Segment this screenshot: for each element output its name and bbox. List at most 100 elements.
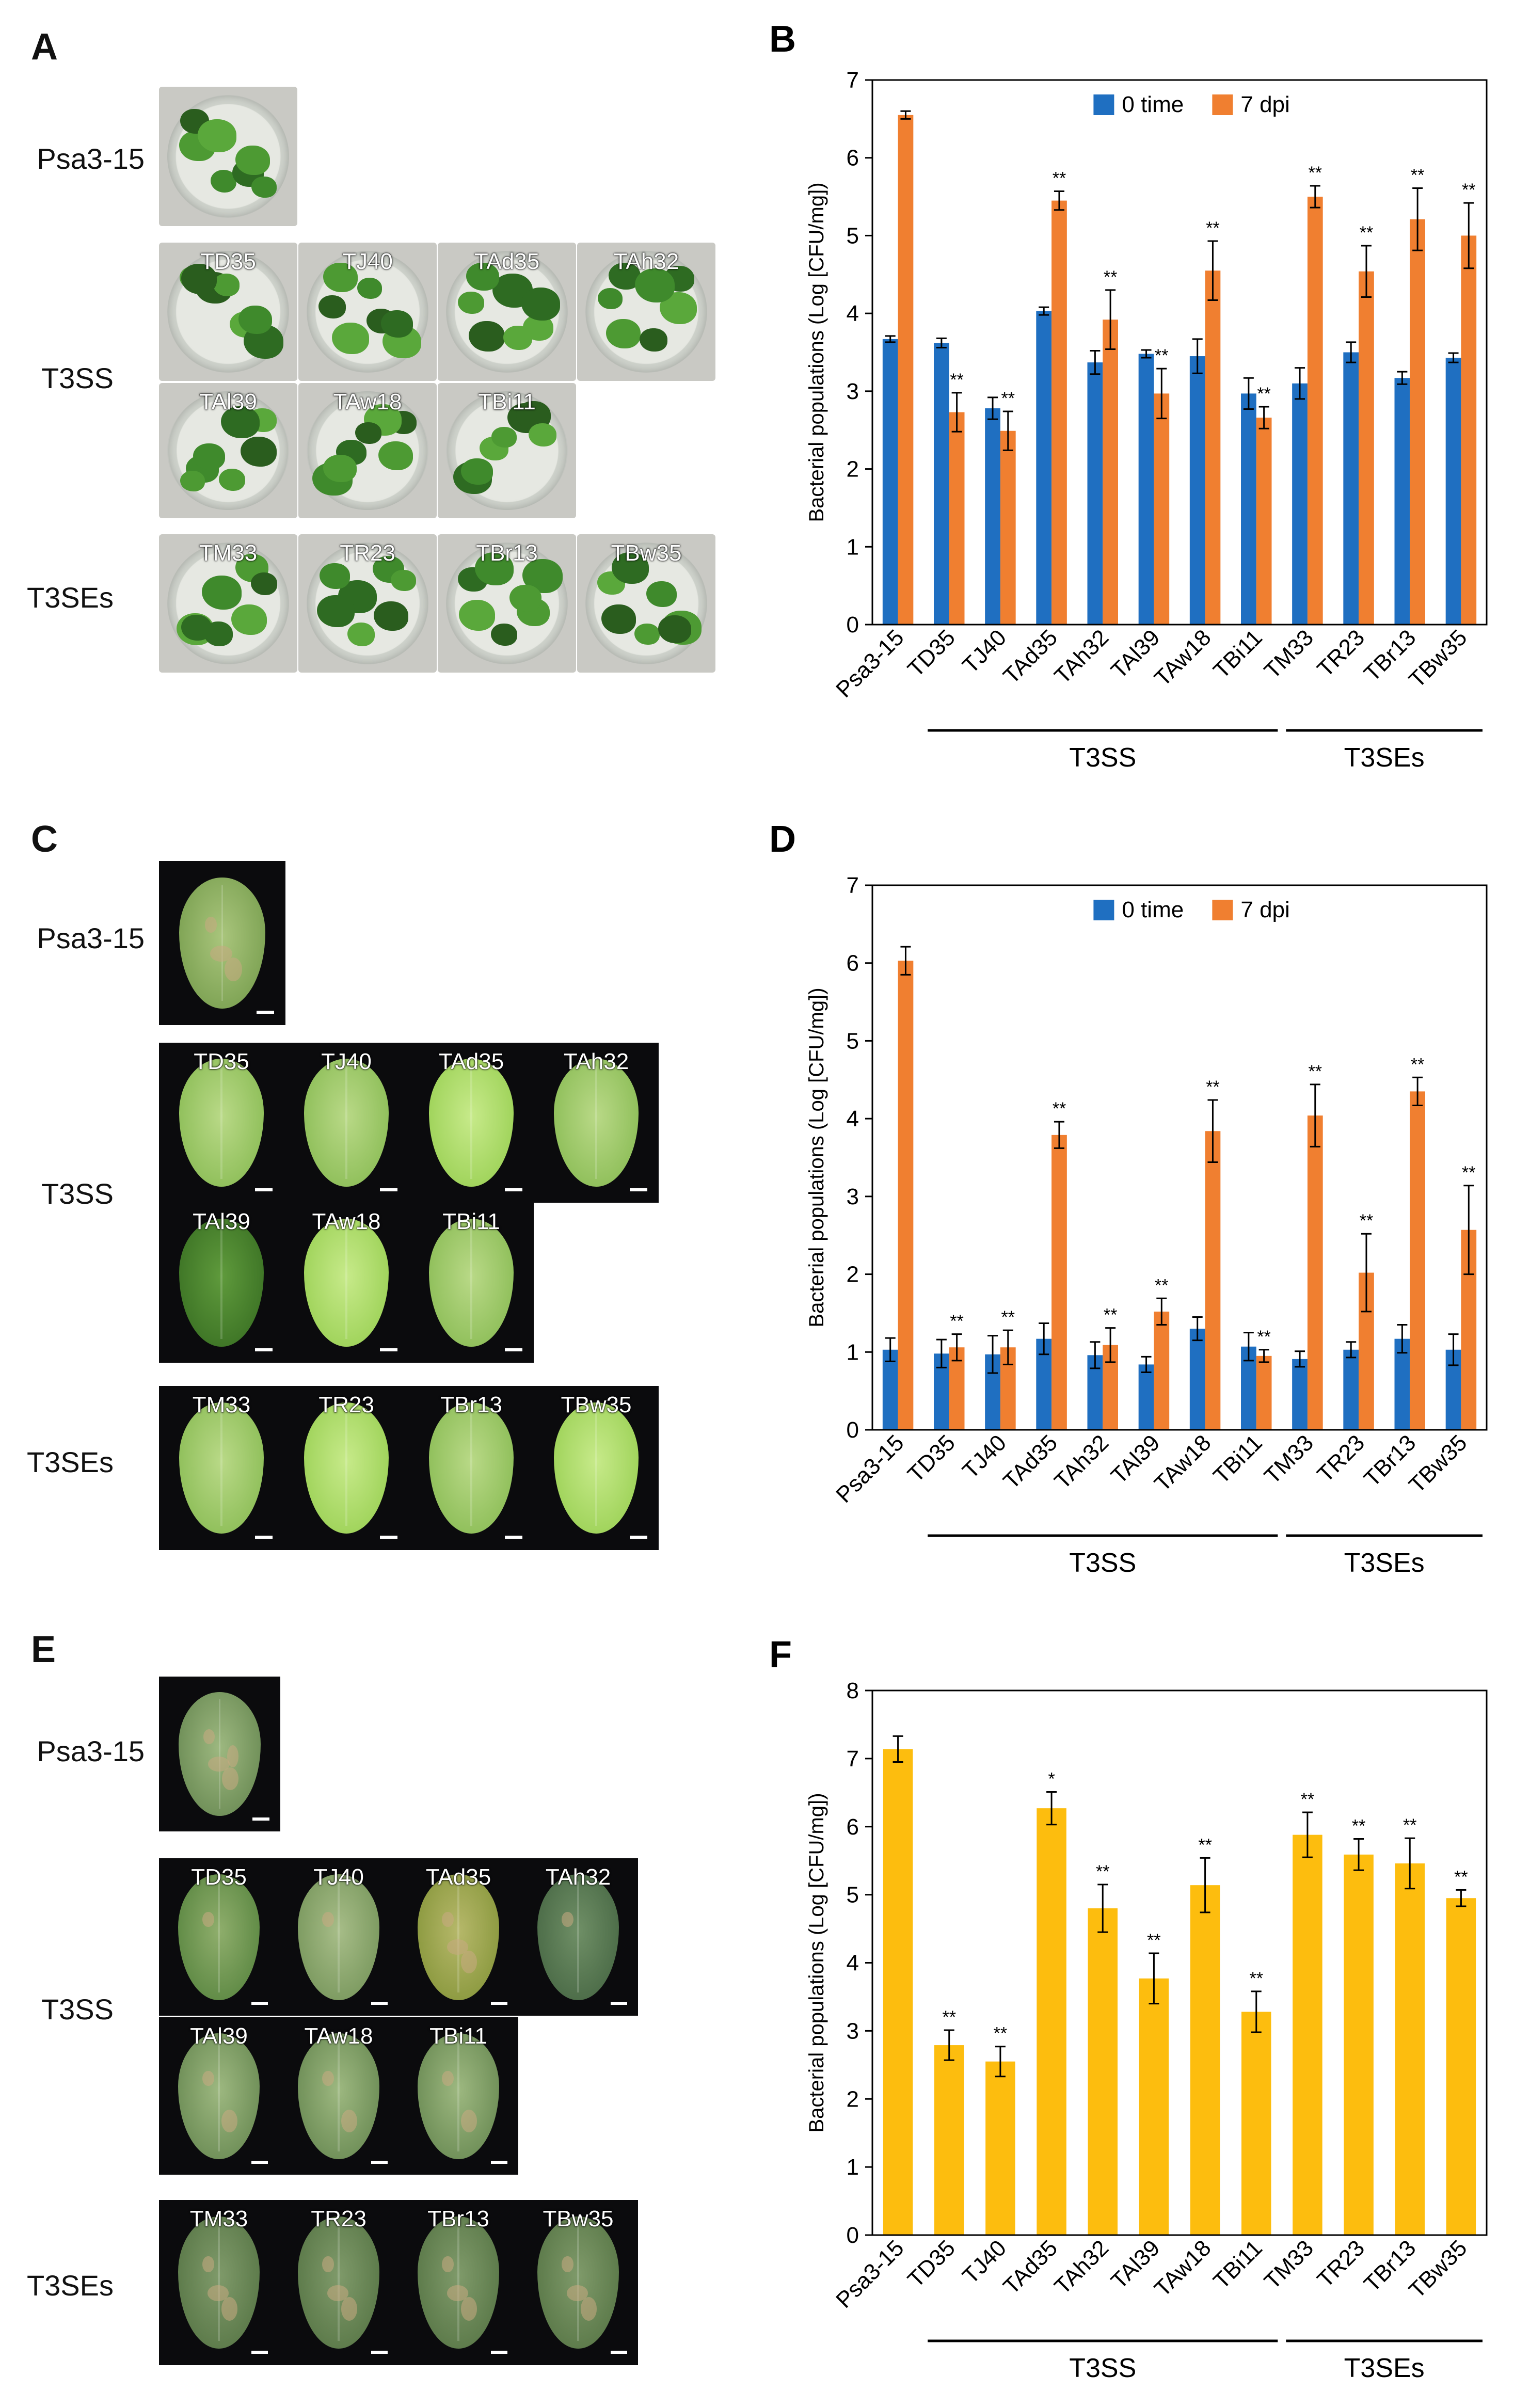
scale-bar bbox=[256, 1010, 274, 1014]
y-tick-label: 5 bbox=[847, 1028, 859, 1054]
leaf-image bbox=[428, 1059, 514, 1187]
row-label-t3ses: T3SEs bbox=[26, 581, 114, 614]
plate-label: TR23 bbox=[340, 540, 395, 566]
bar-tal39-7dpi bbox=[1154, 393, 1170, 625]
leaf-image bbox=[304, 1219, 389, 1347]
scale-bar bbox=[380, 1188, 398, 1192]
scale-bar bbox=[380, 1535, 398, 1539]
scale-bar bbox=[371, 2001, 388, 2005]
significance-mark: ** bbox=[950, 1312, 963, 1331]
x-category-label: TBw35 bbox=[1404, 2235, 1472, 2303]
tile-label: TAl39 bbox=[190, 2023, 248, 2049]
x-category-label: Psa3-15 bbox=[831, 2235, 909, 2313]
tile-label: TAh32 bbox=[545, 1864, 611, 1890]
bar-tbr13 bbox=[1395, 1863, 1425, 2235]
error-bar bbox=[1141, 349, 1152, 359]
bar-tbr13-0time bbox=[1394, 1338, 1410, 1430]
significance-mark: ** bbox=[1411, 165, 1424, 185]
significance-mark: ** bbox=[1403, 1815, 1416, 1835]
bar-tah32-0time bbox=[1087, 362, 1103, 625]
y-tick-label: 1 bbox=[847, 2155, 859, 2180]
leaf-tj40: TJ40 bbox=[284, 1043, 409, 1203]
tile-label: TM33 bbox=[189, 2206, 248, 2231]
tile-label: TAl39 bbox=[193, 1209, 250, 1234]
significance-mark: ** bbox=[943, 2007, 956, 2027]
row-label-t3ss: T3SS bbox=[41, 1177, 114, 1210]
error-bar bbox=[885, 1337, 896, 1362]
x-category-label: TAd35 bbox=[998, 625, 1062, 689]
significance-mark: ** bbox=[1206, 1077, 1219, 1097]
tile-label: TBr13 bbox=[440, 1392, 502, 1417]
scale-bar bbox=[630, 1535, 648, 1539]
error-bar bbox=[1353, 1838, 1364, 1871]
scale-bar bbox=[505, 1535, 523, 1539]
error-bar bbox=[885, 335, 896, 343]
error-bar bbox=[951, 1333, 962, 1362]
bar-tbw35 bbox=[1446, 1898, 1476, 2235]
y-tick-label: 6 bbox=[847, 951, 859, 976]
error-bar bbox=[1156, 368, 1167, 420]
leaf-image bbox=[418, 2216, 499, 2349]
error-bar bbox=[900, 946, 911, 976]
bar-tbi11-7dpi bbox=[1256, 1356, 1272, 1430]
bar-tm33-7dpi bbox=[1307, 197, 1323, 625]
bar-tj40-0time bbox=[985, 408, 1000, 625]
bar-psa3-15-7dpi bbox=[898, 115, 914, 625]
panel-letter-a: A bbox=[31, 26, 58, 68]
leaf-tad35: TAd35 bbox=[409, 1043, 534, 1203]
x-category-label: TAw18 bbox=[1150, 625, 1216, 691]
error-bar bbox=[944, 2029, 954, 2061]
significance-mark: ** bbox=[1411, 1055, 1424, 1074]
error-bar bbox=[900, 110, 911, 120]
bar-tad35 bbox=[1037, 1808, 1066, 2235]
bar-tal39-0time bbox=[1138, 1364, 1154, 1430]
error-bar bbox=[1105, 1327, 1116, 1363]
x-category-label: TAh32 bbox=[1049, 625, 1113, 689]
bar-tah32 bbox=[1088, 1908, 1118, 2235]
error-bar bbox=[936, 1338, 947, 1368]
y-tick-label: 1 bbox=[847, 1339, 859, 1365]
group-label-t3ses: T3SEs bbox=[1344, 2353, 1425, 2383]
x-category-label: TBi11 bbox=[1208, 625, 1267, 683]
tile-label: TBw35 bbox=[561, 1392, 632, 1417]
significance-mark: ** bbox=[1462, 180, 1475, 200]
significance-mark: ** bbox=[1147, 1931, 1160, 1950]
y-tick-label: 7 bbox=[847, 1746, 859, 1772]
group-label-t3ss: T3SS bbox=[1069, 2353, 1136, 2383]
significance-mark: ** bbox=[1001, 1307, 1015, 1327]
leaf-tm33: TM33 bbox=[159, 2200, 279, 2365]
error-bar bbox=[1302, 1811, 1313, 1858]
significance-mark: ** bbox=[1352, 1816, 1365, 1836]
tile-label: TJ40 bbox=[313, 1864, 364, 1890]
significance-mark: ** bbox=[1250, 1969, 1263, 1988]
tile-label: TAd35 bbox=[425, 1864, 491, 1890]
scale-bar bbox=[255, 1188, 273, 1192]
leaf-image bbox=[298, 1874, 379, 2000]
scale-bar bbox=[610, 2350, 628, 2354]
error-bar bbox=[1361, 1233, 1372, 1313]
scale-bar bbox=[255, 1535, 273, 1539]
plate-tr23: TR23 bbox=[298, 534, 437, 673]
plate-label: TAl39 bbox=[199, 389, 257, 414]
x-category-label: TAd35 bbox=[998, 1430, 1062, 1494]
error-bar bbox=[1207, 1099, 1218, 1163]
leaf-image bbox=[304, 1402, 389, 1534]
bar-tm33-0time bbox=[1292, 383, 1308, 625]
significance-mark: ** bbox=[994, 2024, 1007, 2044]
error-bar bbox=[1295, 1350, 1305, 1368]
legend-swatch bbox=[1212, 900, 1233, 920]
bar-tbr13-7dpi bbox=[1410, 219, 1425, 625]
error-bar bbox=[893, 1735, 903, 1763]
legend-label: 7 dpi bbox=[1240, 92, 1289, 117]
significance-mark: ** bbox=[1360, 223, 1373, 243]
legend-label: 0 time bbox=[1122, 92, 1184, 117]
error-bar bbox=[1463, 1185, 1474, 1275]
significance-mark: ** bbox=[1053, 1099, 1066, 1119]
bar-taw18 bbox=[1190, 1885, 1220, 2235]
leaf-image bbox=[428, 1219, 514, 1347]
tile-label: TAw18 bbox=[312, 1209, 381, 1234]
leaf-image bbox=[418, 2033, 499, 2159]
error-bar bbox=[1105, 289, 1116, 350]
scale-bar bbox=[251, 2160, 268, 2164]
plate-tbr13: TBr13 bbox=[438, 534, 576, 673]
